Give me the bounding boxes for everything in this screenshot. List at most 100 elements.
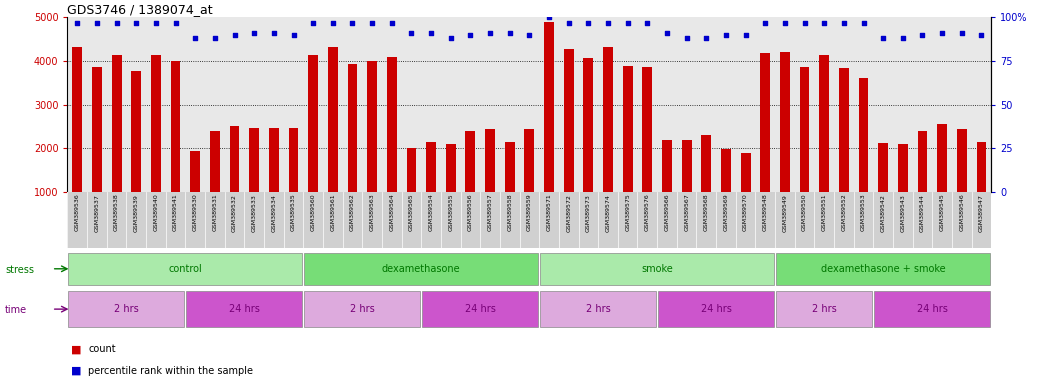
- Text: GSM389534: GSM389534: [271, 194, 276, 232]
- Bar: [878, 143, 889, 236]
- Point: [620, 20, 636, 26]
- Bar: [741, 153, 750, 236]
- Bar: [465, 131, 475, 236]
- Bar: [780, 52, 790, 236]
- Text: GSM389546: GSM389546: [959, 194, 964, 232]
- Bar: [269, 128, 279, 236]
- Text: GSM389543: GSM389543: [900, 194, 905, 232]
- Point: [541, 14, 557, 20]
- FancyBboxPatch shape: [69, 291, 185, 327]
- FancyBboxPatch shape: [874, 291, 990, 327]
- Point: [108, 20, 125, 26]
- Text: dexamethasone + smoke: dexamethasone + smoke: [821, 264, 946, 274]
- Text: 24 hrs: 24 hrs: [701, 304, 732, 314]
- Point: [934, 30, 951, 36]
- Text: stress: stress: [5, 265, 34, 275]
- Point: [836, 20, 852, 26]
- Point: [187, 35, 203, 41]
- Point: [855, 20, 872, 26]
- Point: [442, 35, 459, 41]
- Text: GSM389563: GSM389563: [370, 194, 375, 232]
- Bar: [623, 66, 632, 236]
- Point: [128, 20, 144, 26]
- Point: [325, 20, 342, 26]
- Bar: [73, 47, 82, 236]
- Text: dexamethasone: dexamethasone: [382, 264, 461, 274]
- Bar: [367, 61, 377, 236]
- Point: [88, 20, 105, 26]
- Text: GSM389550: GSM389550: [802, 194, 808, 231]
- Point: [403, 30, 419, 36]
- Point: [462, 31, 479, 38]
- Bar: [348, 65, 357, 236]
- Text: GSM389538: GSM389538: [114, 194, 119, 232]
- Text: GSM389533: GSM389533: [251, 194, 256, 232]
- Text: GDS3746 / 1389074_at: GDS3746 / 1389074_at: [67, 3, 213, 16]
- Text: 2 hrs: 2 hrs: [350, 304, 375, 314]
- Text: 2 hrs: 2 hrs: [114, 304, 139, 314]
- Point: [561, 20, 577, 26]
- Text: GSM389548: GSM389548: [763, 194, 768, 232]
- Text: GSM389574: GSM389574: [605, 194, 610, 232]
- FancyBboxPatch shape: [69, 253, 302, 285]
- Point: [364, 20, 381, 26]
- Text: GSM389536: GSM389536: [75, 194, 80, 232]
- Text: GSM389557: GSM389557: [488, 194, 493, 232]
- Point: [678, 35, 694, 41]
- Text: GSM389537: GSM389537: [94, 194, 100, 232]
- Bar: [918, 131, 927, 236]
- Point: [266, 30, 282, 36]
- Bar: [662, 140, 672, 236]
- Text: GSM389555: GSM389555: [448, 194, 454, 231]
- FancyBboxPatch shape: [776, 253, 990, 285]
- Text: GSM389540: GSM389540: [154, 194, 159, 232]
- Point: [226, 31, 243, 38]
- Bar: [898, 144, 908, 236]
- Bar: [485, 129, 495, 236]
- Point: [757, 20, 773, 26]
- Text: GSM389560: GSM389560: [310, 194, 316, 231]
- Bar: [504, 142, 515, 236]
- Text: 24 hrs: 24 hrs: [229, 304, 260, 314]
- Bar: [544, 22, 554, 236]
- Bar: [957, 129, 966, 236]
- Point: [895, 35, 911, 41]
- Text: GSM389544: GSM389544: [920, 194, 925, 232]
- Point: [147, 20, 164, 26]
- Point: [305, 20, 322, 26]
- Point: [698, 35, 714, 41]
- Text: GSM389567: GSM389567: [684, 194, 689, 232]
- Bar: [407, 148, 416, 236]
- Bar: [112, 55, 121, 236]
- Bar: [858, 78, 869, 236]
- Bar: [760, 53, 770, 236]
- Point: [974, 31, 990, 38]
- Point: [659, 30, 676, 36]
- Text: GSM389569: GSM389569: [723, 194, 729, 232]
- Text: 2 hrs: 2 hrs: [812, 304, 837, 314]
- Text: GSM389562: GSM389562: [350, 194, 355, 232]
- Bar: [249, 128, 260, 236]
- Point: [69, 20, 85, 26]
- Point: [501, 30, 518, 36]
- Text: GSM389558: GSM389558: [508, 194, 512, 231]
- Point: [875, 35, 892, 41]
- Text: GSM389547: GSM389547: [979, 194, 984, 232]
- Text: percentile rank within the sample: percentile rank within the sample: [88, 366, 253, 376]
- Bar: [289, 128, 299, 236]
- Text: GSM389552: GSM389552: [842, 194, 846, 232]
- Bar: [92, 67, 102, 236]
- Bar: [583, 58, 594, 236]
- Text: GSM389556: GSM389556: [468, 194, 473, 231]
- Bar: [977, 142, 986, 236]
- Text: GSM389535: GSM389535: [291, 194, 296, 232]
- Bar: [229, 126, 240, 236]
- Bar: [839, 68, 849, 236]
- Bar: [328, 47, 337, 236]
- Bar: [446, 144, 456, 236]
- Text: GSM389549: GSM389549: [783, 194, 788, 232]
- Point: [914, 31, 931, 38]
- Bar: [210, 131, 220, 236]
- Text: GSM389553: GSM389553: [862, 194, 866, 232]
- Text: GSM389575: GSM389575: [625, 194, 630, 232]
